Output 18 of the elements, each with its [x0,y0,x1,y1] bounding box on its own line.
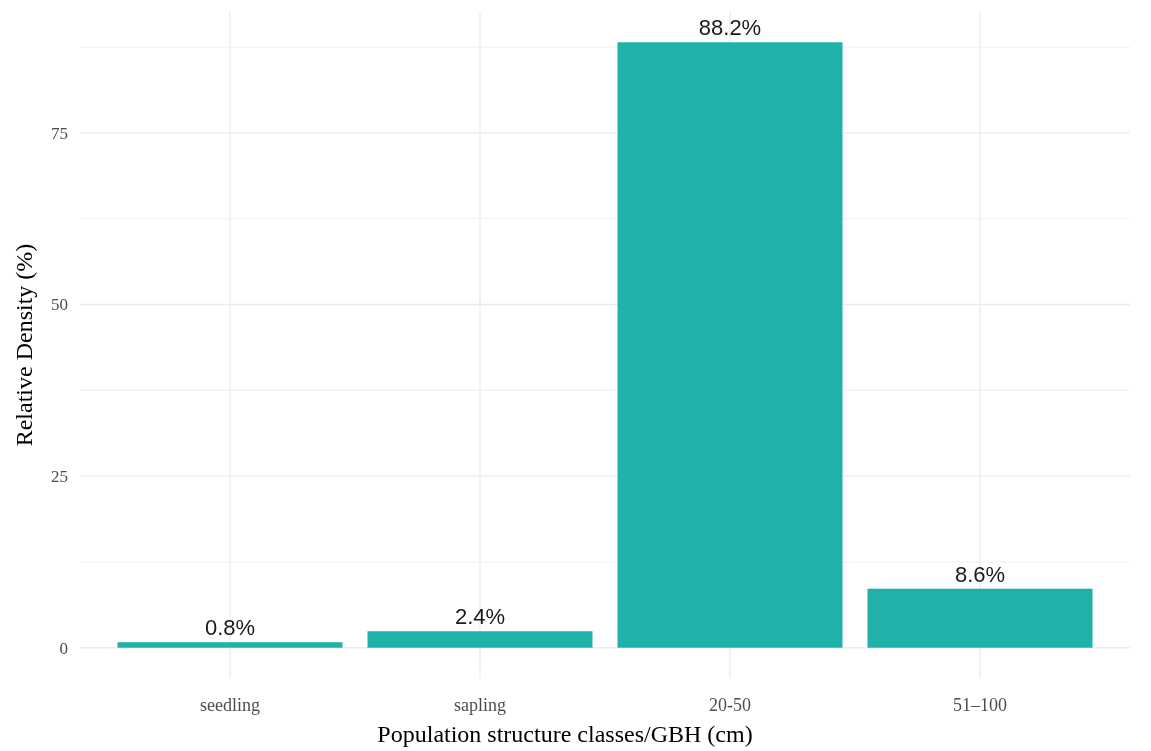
x-axis-title: Population structure classes/GBH (cm) [377,721,753,747]
y-tick-label: 25 [51,467,68,487]
data-label: 0.8% [204,615,256,641]
x-tick-label: 51–100 [953,695,1007,715]
bar [867,588,1093,648]
data-label: 2.4% [454,604,506,630]
y-tick-label: 75 [51,123,68,143]
data-label: 88.2% [698,15,762,41]
bar [617,42,843,648]
x-tick-label: seedling [200,695,260,715]
x-tick-label: sapling [454,695,506,715]
x-tick-label: 20-50 [709,695,751,715]
bar [117,642,343,648]
bar [367,631,593,648]
y-tick-label: 0 [59,638,68,658]
y-tick-label: 50 [51,295,68,315]
data-label: 8.6% [954,561,1006,587]
y-axis-title: Relative Density (%) [11,243,37,447]
